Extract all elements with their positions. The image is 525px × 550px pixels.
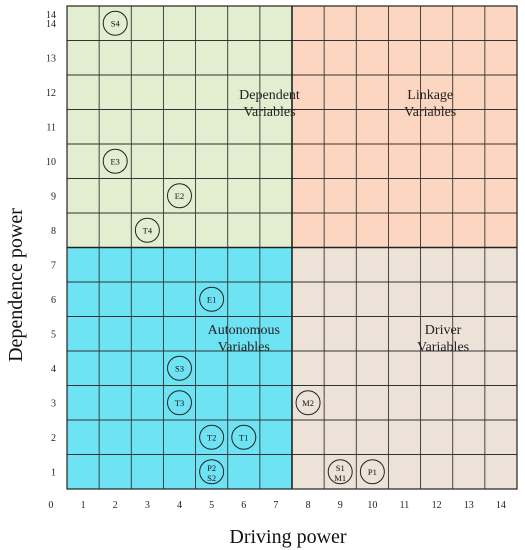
quadrant-label-dependent: Dependent	[239, 88, 300, 103]
quadrant-label-linkage: Linkage	[407, 88, 453, 103]
data-point-label: E1	[207, 294, 216, 304]
quadrant-label-dependent-line2: Variables	[243, 105, 295, 120]
data-point: S3	[167, 355, 192, 381]
data-point-label: M1	[334, 473, 346, 483]
x-tick-label: 8	[306, 500, 311, 511]
y-tick-label: 11	[46, 122, 56, 133]
quadrant-autonomous	[67, 247, 292, 489]
x-tick-label: 4	[177, 500, 182, 511]
x-tick-label: 7	[273, 500, 278, 511]
data-point-marker	[167, 355, 192, 381]
data-point-label: S4	[111, 18, 121, 28]
data-point-marker	[102, 148, 128, 174]
data-point-label: P2	[207, 463, 216, 473]
x-tick-label: 10	[367, 500, 377, 511]
data-point-label: T1	[239, 432, 248, 442]
data-point-label: T4	[143, 225, 153, 235]
data-point-marker	[295, 390, 321, 416]
tick-labels: 0 1 2 3 4 5 6 7 8 9 10 11 12 13 1412345678910111213141…	[46, 10, 506, 511]
data-point-marker	[327, 459, 353, 485]
data-point-marker	[199, 424, 225, 450]
quadrant-label-linkage-line2: Variables	[404, 105, 456, 120]
quadrant-dependent	[67, 6, 292, 248]
data-point: T4	[134, 217, 160, 243]
data-point-marker	[359, 459, 385, 485]
data-point-label: S3	[175, 363, 184, 373]
y-tick-label: 8	[51, 226, 56, 237]
data-point: S4	[102, 10, 128, 36]
data-point-marker	[167, 390, 192, 416]
data-point: E3	[102, 148, 128, 174]
y-tick-label: 9	[51, 191, 56, 202]
data-point-marker	[199, 459, 225, 485]
y-tick-label: 4	[51, 364, 56, 375]
quadrant-label-autonomous-line2: Variables	[218, 340, 270, 355]
quadrant-driver	[292, 247, 517, 489]
y-tick-label: 5	[51, 329, 56, 340]
x-tick-label: 9	[338, 500, 343, 511]
y-tick-label: 13	[46, 53, 56, 64]
x-tick-label: 1	[81, 500, 86, 511]
y-tick-label: 10	[46, 157, 56, 168]
data-point-label: T2	[207, 432, 216, 442]
data-point-label: E3	[110, 156, 119, 166]
data-point-label: P1	[368, 467, 377, 477]
x-tick-label: 12	[432, 500, 442, 511]
plot-border	[66, 5, 518, 490]
quadrant-label-driver-line2: Variables	[417, 340, 469, 355]
y-tick-label: 12	[46, 88, 56, 99]
grid-lines	[66, 5, 518, 490]
quadrant-backgrounds	[67, 6, 517, 489]
y-tick-label: 2	[51, 433, 56, 444]
x-tick-label: 11	[400, 500, 410, 511]
data-point-label: E2	[175, 191, 184, 201]
quadrant-labels: Dependent Variables Linkage Variables Autono…	[208, 88, 470, 355]
x-tick-label: 3	[145, 500, 150, 511]
data-point: M2	[295, 390, 321, 416]
quadrant-linkage	[292, 6, 517, 248]
data-point: T3	[167, 390, 192, 416]
data-point: T1	[231, 424, 257, 450]
x-tick-label: 2	[113, 500, 118, 511]
y-tick-label: 3	[51, 398, 56, 409]
x-tick-label: 14	[496, 500, 506, 511]
x-tick-label: 13	[464, 500, 474, 511]
x-axis-title: Driving power	[229, 526, 347, 548]
quadrant-label-driver: Driver	[425, 323, 462, 338]
data-point: E1	[199, 286, 225, 312]
data-point-label: T3	[175, 398, 184, 408]
data-point-marker	[199, 286, 225, 312]
x-tick-label: 5	[209, 500, 214, 511]
data-point-label: S2	[207, 473, 216, 483]
x-tick-label: 0	[48, 500, 53, 511]
data-point-marker	[167, 183, 192, 209]
x-tick-label: 6	[241, 500, 246, 511]
data-point: E2	[167, 183, 192, 209]
y-tick-label: 14	[46, 19, 56, 30]
data-point-label: S1	[336, 463, 345, 473]
y-tick-label: 1	[51, 467, 56, 478]
quadrant-label-autonomous: Autonomous	[208, 323, 280, 338]
y-tick-label: 6	[51, 295, 56, 306]
data-point: T2	[199, 424, 225, 450]
data-point-marker	[102, 10, 128, 36]
data-point-marker	[134, 217, 160, 243]
data-point-label: M2	[302, 398, 314, 408]
y-tick-label: 14	[46, 10, 56, 21]
y-tick-label: 7	[51, 260, 56, 271]
data-point: P1	[359, 459, 385, 485]
data-point-marker	[231, 424, 257, 450]
y-axis-title: Dependence power	[5, 208, 27, 362]
